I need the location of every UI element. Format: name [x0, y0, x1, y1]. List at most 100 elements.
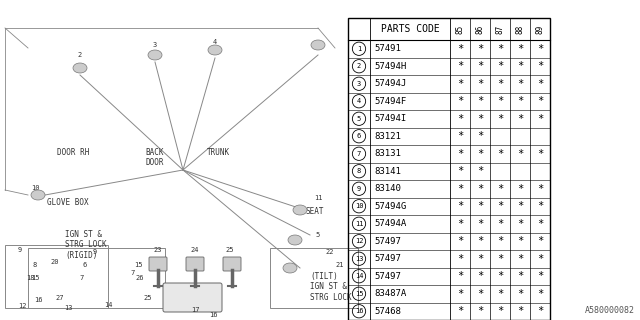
Text: 57491: 57491	[374, 44, 401, 53]
Text: *: *	[477, 184, 483, 194]
Text: 7: 7	[131, 270, 135, 276]
Text: 83141: 83141	[374, 167, 401, 176]
Text: *: *	[477, 289, 483, 299]
Text: 16: 16	[355, 308, 364, 314]
Text: 22: 22	[326, 249, 334, 255]
Text: *: *	[457, 271, 463, 281]
Text: *: *	[537, 96, 543, 106]
Text: *: *	[457, 219, 463, 229]
Text: 26: 26	[136, 275, 144, 281]
Bar	[5, 245, 108, 308]
Ellipse shape	[283, 263, 297, 273]
Text: *: *	[497, 184, 503, 194]
Text: A580000082: A580000082	[585, 306, 635, 315]
Ellipse shape	[311, 40, 325, 50]
Ellipse shape	[293, 205, 307, 215]
Text: 57494A: 57494A	[374, 219, 406, 228]
Text: 83140: 83140	[374, 184, 401, 193]
Text: *: *	[457, 306, 463, 316]
Text: *: *	[457, 79, 463, 89]
Text: 9: 9	[18, 247, 22, 253]
Text: *: *	[537, 254, 543, 264]
Text: *: *	[537, 219, 543, 229]
Text: *: *	[537, 114, 543, 124]
Text: GLOVE BOX: GLOVE BOX	[47, 198, 88, 207]
Text: *: *	[537, 201, 543, 211]
Text: 9: 9	[357, 186, 361, 192]
Bar	[28, 248, 165, 308]
Text: *: *	[497, 114, 503, 124]
Text: *: *	[457, 149, 463, 159]
Text: *: *	[537, 306, 543, 316]
Text: *: *	[497, 306, 503, 316]
Text: 16: 16	[34, 297, 42, 303]
Text: 16: 16	[209, 312, 217, 318]
Text: 57494I: 57494I	[374, 114, 406, 123]
Text: 15: 15	[355, 291, 364, 297]
Text: *: *	[457, 44, 463, 54]
Text: 12: 12	[18, 303, 26, 309]
Text: TRUNK: TRUNK	[207, 148, 230, 157]
Text: 4: 4	[213, 39, 217, 45]
Text: 2: 2	[357, 63, 361, 69]
Text: 13: 13	[355, 256, 364, 262]
Text: *: *	[537, 184, 543, 194]
Text: *: *	[497, 149, 503, 159]
Text: DOOR RH: DOOR RH	[57, 148, 90, 157]
Ellipse shape	[208, 45, 222, 55]
Ellipse shape	[31, 190, 45, 200]
Text: *: *	[517, 289, 523, 299]
Text: 6: 6	[83, 262, 87, 268]
Text: PARTS CODE: PARTS CODE	[381, 24, 440, 34]
Text: *: *	[477, 254, 483, 264]
Text: *: *	[497, 79, 503, 89]
Text: 27: 27	[56, 295, 64, 301]
Bar	[270, 248, 358, 308]
Text: 24: 24	[191, 247, 199, 253]
Text: 5: 5	[316, 232, 320, 238]
Text: *: *	[517, 201, 523, 211]
Text: *: *	[497, 61, 503, 71]
Text: 1: 1	[316, 42, 320, 48]
Text: 10: 10	[355, 203, 364, 209]
Text: 20: 20	[51, 259, 60, 265]
Text: 11: 11	[314, 195, 323, 201]
Text: 13: 13	[64, 305, 72, 311]
Text: *: *	[477, 44, 483, 54]
Text: 9: 9	[93, 249, 97, 255]
Text: 12: 12	[355, 238, 364, 244]
Text: *: *	[537, 149, 543, 159]
Text: *: *	[537, 44, 543, 54]
Text: 57494J: 57494J	[374, 79, 406, 88]
Text: *: *	[477, 306, 483, 316]
Text: *: *	[517, 219, 523, 229]
Text: IGN ST &
STRG LOCK
(RIGID): IGN ST & STRG LOCK (RIGID)	[65, 230, 107, 260]
Ellipse shape	[288, 235, 302, 245]
Text: 83121: 83121	[374, 132, 401, 141]
Text: *: *	[457, 236, 463, 246]
Text: (TILT)
IGN ST &
STRG LOCK: (TILT) IGN ST & STRG LOCK	[310, 272, 351, 302]
Text: *: *	[517, 44, 523, 54]
Text: 21: 21	[336, 262, 344, 268]
Text: 10: 10	[31, 185, 39, 191]
Text: *: *	[477, 219, 483, 229]
Text: 15: 15	[134, 262, 142, 268]
Text: 57494F: 57494F	[374, 97, 406, 106]
Text: *: *	[457, 96, 463, 106]
Text: 7: 7	[357, 151, 361, 157]
Text: *: *	[457, 114, 463, 124]
FancyBboxPatch shape	[149, 257, 167, 271]
Text: *: *	[517, 184, 523, 194]
Text: 88: 88	[515, 24, 525, 34]
Text: *: *	[477, 79, 483, 89]
Text: 3: 3	[357, 81, 361, 87]
Text: 85: 85	[456, 24, 465, 34]
Text: *: *	[517, 79, 523, 89]
Text: 83487A: 83487A	[374, 289, 406, 298]
Text: *: *	[477, 149, 483, 159]
Text: *: *	[457, 201, 463, 211]
Text: 17: 17	[191, 307, 199, 313]
Text: *: *	[497, 201, 503, 211]
Text: *: *	[457, 184, 463, 194]
Text: *: *	[517, 254, 523, 264]
